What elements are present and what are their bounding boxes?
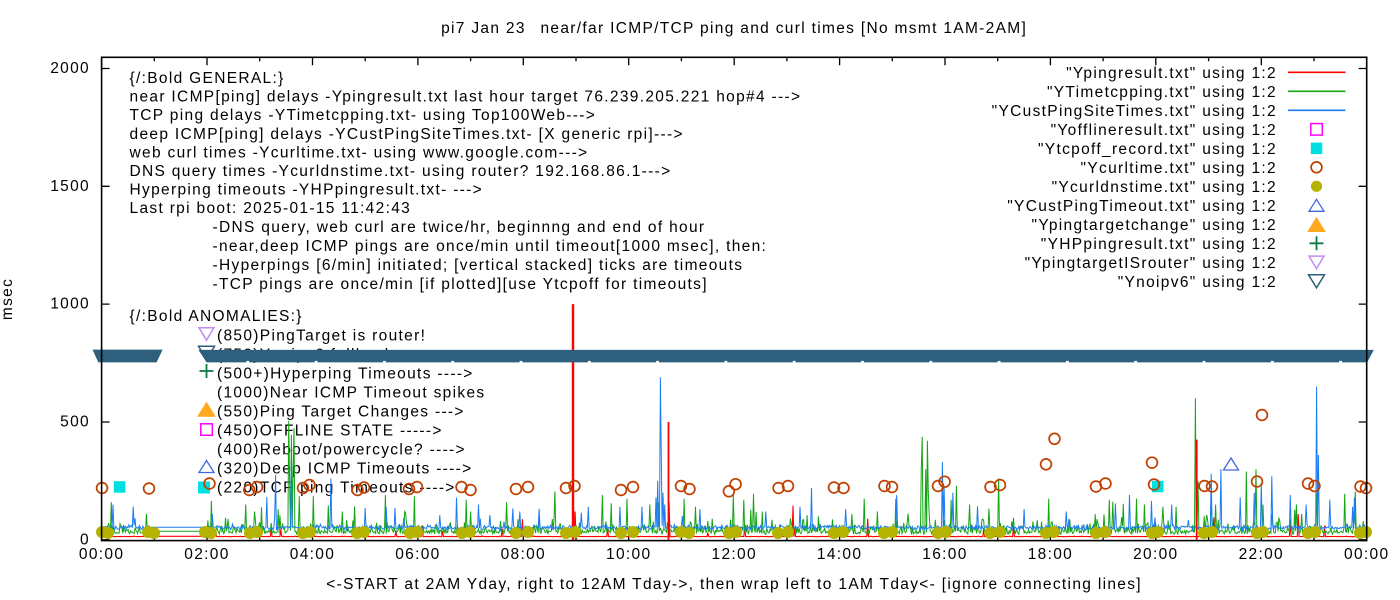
svg-text:02:00: 02:00 — [184, 546, 229, 563]
svg-text:2000: 2000 — [50, 60, 90, 77]
svg-text:"Ynoipv6" using 1:2: "Ynoipv6" using 1:2 — [1118, 274, 1277, 291]
svg-text:{/:Bold GENERAL:}: {/:Bold GENERAL:} — [130, 70, 285, 87]
svg-text:-near,deep ICMP pings are once: -near,deep ICMP pings are once/min until… — [213, 238, 768, 255]
svg-text:1500: 1500 — [50, 178, 90, 195]
svg-text:00:00: 00:00 — [79, 546, 124, 563]
svg-text:"YTimetcpping.txt" using 1:2: "YTimetcpping.txt" using 1:2 — [1047, 84, 1277, 101]
svg-text:(550)Ping Target Changes --->: (550)Ping Target Changes ---> — [217, 403, 465, 420]
svg-text:(400)Reboot/powercycle? ---->: (400)Reboot/powercycle? ----> — [217, 441, 466, 458]
svg-text:04:00: 04:00 — [290, 546, 335, 563]
svg-text:18:00: 18:00 — [1028, 546, 1073, 563]
svg-text:TCP ping delays -YTimetcpping.: TCP ping delays -YTimetcpping.txt- using… — [130, 107, 597, 124]
svg-text:08:00: 08:00 — [501, 546, 546, 563]
svg-text:12:00: 12:00 — [712, 546, 757, 563]
svg-text:-Hyperpings [6/min] initiated;: -Hyperpings [6/min] initiated; [vertical… — [213, 257, 744, 274]
svg-text:16:00: 16:00 — [922, 546, 967, 563]
svg-text:"Ycurldnstime.txt" using 1:2: "Ycurldnstime.txt" using 1:2 — [1052, 179, 1277, 196]
svg-text:06:00: 06:00 — [395, 546, 440, 563]
svg-text:"Ypingtargetchange" using 1:2: "Ypingtargetchange" using 1:2 — [1032, 217, 1277, 234]
svg-text:"Ypingresult.txt" using 1:2: "Ypingresult.txt" using 1:2 — [1066, 65, 1277, 82]
svg-text:"YpingtargetISrouter" using 1:: "YpingtargetISrouter" using 1:2 — [1025, 255, 1277, 272]
svg-text:"YHPpingresult.txt" using 1:2: "YHPpingresult.txt" using 1:2 — [1041, 236, 1277, 253]
svg-text:22:00: 22:00 — [1239, 546, 1284, 563]
svg-text:Last rpi boot: 2025-01-15 11:4: Last rpi boot: 2025-01-15 11:42:43 — [130, 200, 412, 217]
svg-text:{/:Bold ANOMALIES:}: {/:Bold ANOMALIES:} — [130, 308, 303, 325]
svg-text:<-START at 2AM Yday, right to: <-START at 2AM Yday, right to 12AM Tday-… — [326, 576, 1142, 593]
svg-text:10:00: 10:00 — [606, 546, 651, 563]
svg-text:Hyperping timeouts -YHPpingres: Hyperping timeouts -YHPpingresult.txt- -… — [130, 182, 484, 199]
svg-text:(320)Deep ICMP Timeouts ---->: (320)Deep ICMP Timeouts ----> — [217, 460, 473, 477]
svg-text:(1000)Near ICMP Timeout spikes: (1000)Near ICMP Timeout spikes — [217, 384, 485, 401]
svg-text:"Ytcpoff_record.txt" using 1:2: "Ytcpoff_record.txt" using 1:2 — [1038, 141, 1277, 158]
svg-text:"YCustPingSiteTimes.txt" using: "YCustPingSiteTimes.txt" using 1:2 — [992, 103, 1277, 120]
svg-text:-DNS query, web curl are twice: -DNS query, web curl are twice/hr, begin… — [213, 219, 706, 236]
svg-text:20:00: 20:00 — [1133, 546, 1178, 563]
svg-text:(450)OFFLINE STATE ----->: (450)OFFLINE STATE -----> — [217, 422, 443, 439]
svg-text:"Ycurltime.txt" using 1:2: "Ycurltime.txt" using 1:2 — [1081, 160, 1277, 177]
svg-text:"Yofflineresult.txt" using 1:2: "Yofflineresult.txt" using 1:2 — [1051, 122, 1277, 139]
svg-text:"YCustPingTimeout.txt" using 1: "YCustPingTimeout.txt" using 1:2 — [1007, 198, 1277, 215]
svg-text:(850)PingTarget is router!: (850)PingTarget is router! — [217, 327, 426, 344]
svg-text:14:00: 14:00 — [817, 546, 862, 563]
svg-text:near ICMP[ping] delays -Ypingr: near ICMP[ping] delays -Ypingresult.txt … — [130, 89, 802, 106]
svg-text:msec: msec — [0, 278, 16, 320]
svg-text:web curl times -Ycurltime.txt-: web curl times -Ycurltime.txt- using www… — [129, 144, 589, 161]
svg-text:-TCP pings are once/min [if pl: -TCP pings are once/min [if plotted][use… — [213, 276, 708, 293]
svg-text:00:00: 00:00 — [1344, 546, 1389, 563]
svg-text:DNS query times -Ycurldnstime.: DNS query times -Ycurldnstime.txt- using… — [130, 163, 672, 180]
svg-text:pi7 Jan 23 near/far ICMP/TCP: pi7 Jan 23 near/far ICMP/TCP ping and cu… — [441, 20, 1027, 37]
svg-text:0: 0 — [80, 531, 90, 548]
svg-text:500: 500 — [60, 414, 90, 431]
svg-text:1000: 1000 — [50, 296, 90, 313]
svg-text:(500+)Hyperping Timeouts ---->: (500+)Hyperping Timeouts ----> — [217, 365, 474, 382]
svg-text:deep ICMP[ping] delays -YCustP: deep ICMP[ping] delays -YCustPingSiteTim… — [130, 126, 684, 143]
